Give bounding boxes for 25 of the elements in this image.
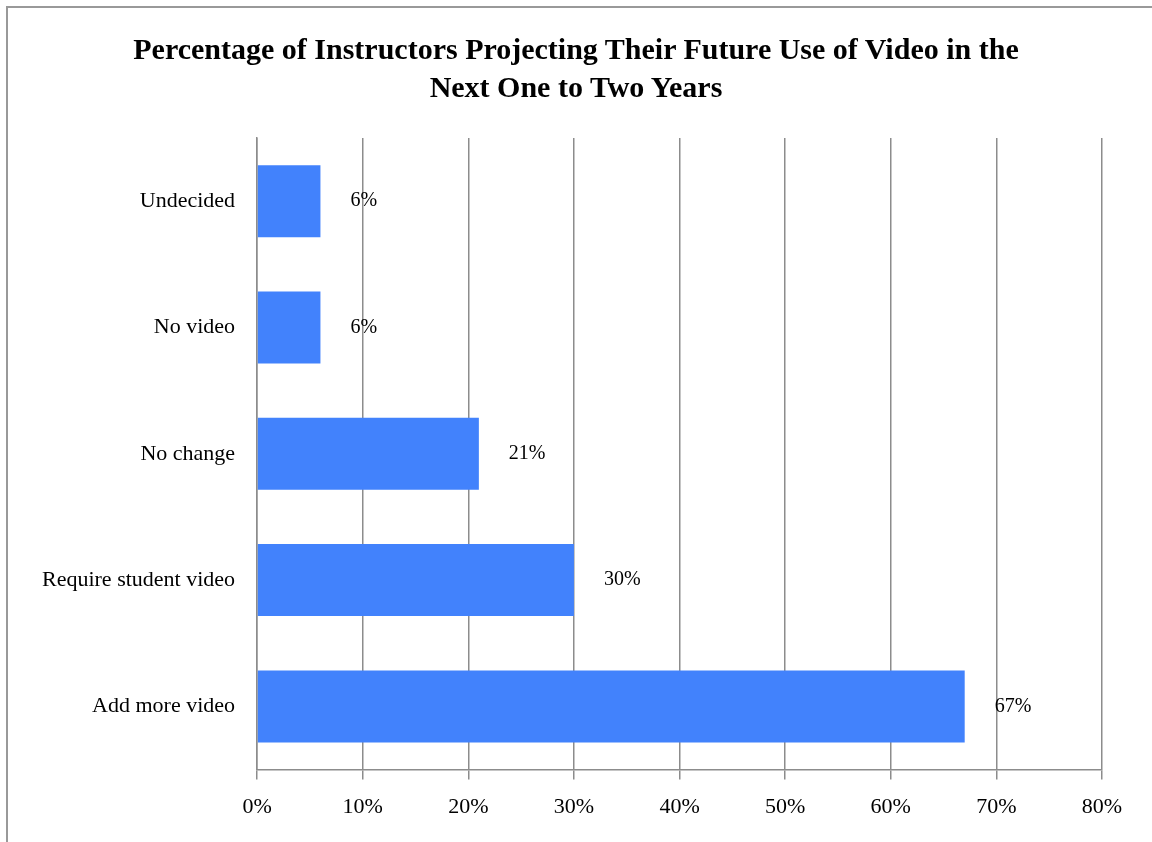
y-tick-label: Require student video (41, 565, 236, 591)
y-tick-label: Undecided (139, 186, 236, 212)
x-tick-label: 40% (659, 792, 700, 818)
x-tick-label: 50% (764, 792, 806, 818)
x-tick-label: 30% (553, 792, 595, 818)
x-tick-label: 0% (242, 792, 272, 818)
chart-title: Percentage of Instructors Projecting Their Future Use of Video in the Next One to Two Years (132, 31, 1020, 105)
bar (257, 165, 321, 238)
x-tick-label: 20% (448, 792, 489, 818)
y-tick-label: No video (153, 313, 236, 339)
x-tick-label: 70% (976, 792, 1017, 818)
y-tick-label: No change (140, 439, 236, 465)
x-tick-label: 10% (342, 792, 383, 818)
bar (257, 417, 479, 490)
x-tick-label: 80% (1081, 792, 1123, 818)
bar (257, 544, 574, 617)
data-label: 6% (350, 314, 378, 337)
bar (257, 291, 321, 364)
data-label: 21% (508, 441, 546, 464)
y-tick-label: Add more video (92, 692, 236, 718)
bar (257, 670, 965, 743)
data-label: 6% (350, 188, 378, 211)
data-label: 30% (603, 567, 641, 590)
x-tick-label: 60% (870, 792, 911, 818)
data-label: 67% (994, 693, 1032, 716)
